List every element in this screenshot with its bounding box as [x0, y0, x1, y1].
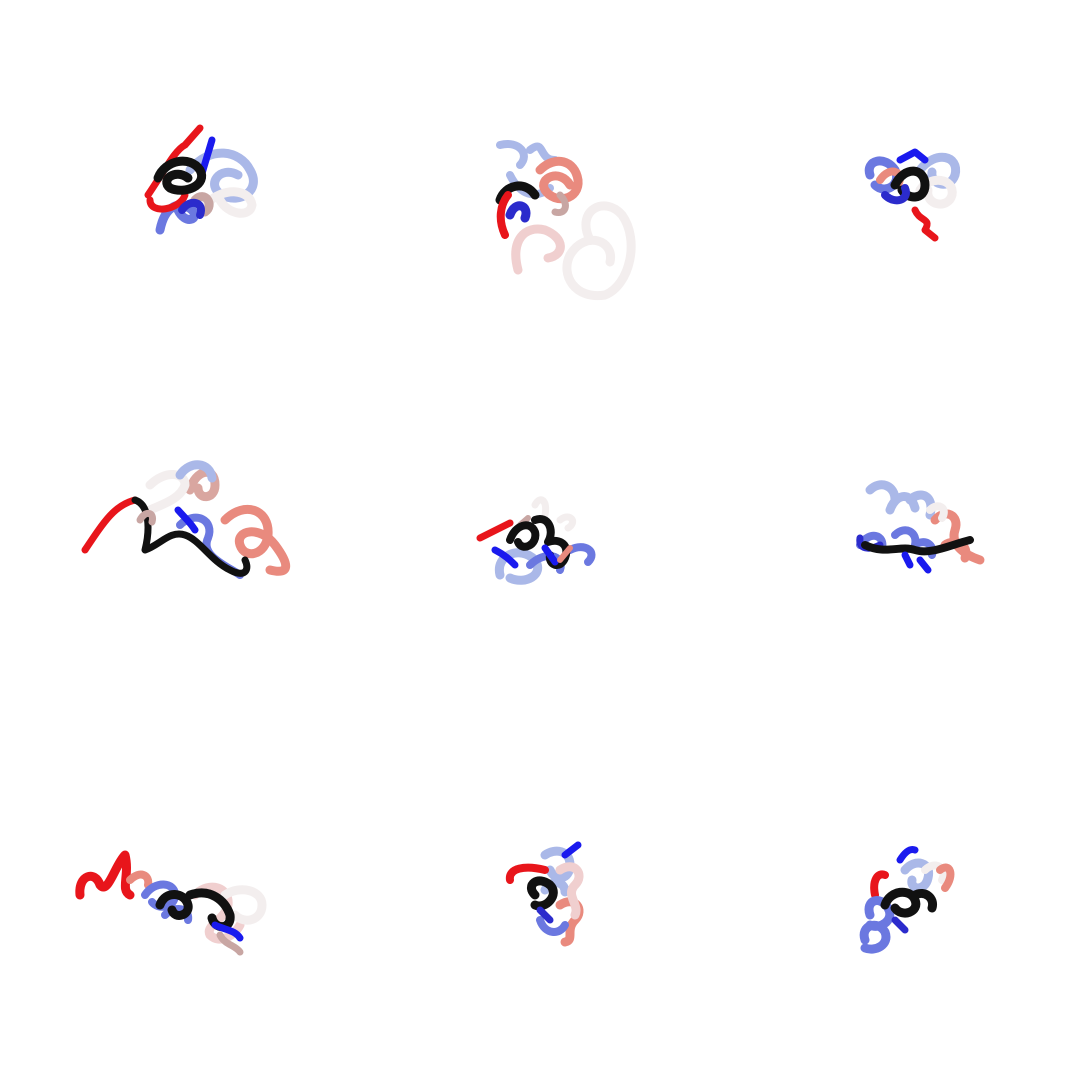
structure-panel-r1c1: [0, 0, 360, 360]
structure-render-r1c1: [144, 124, 258, 235]
structure-render-r3c2: [505, 841, 584, 947]
structure-panel-r2c2: [360, 360, 720, 720]
structure-render-r1c3: [864, 148, 961, 242]
structure-render-r3c1: [75, 850, 267, 956]
structure-panel-r3c1: [0, 720, 360, 1080]
structure-panel-r3c2: [360, 720, 720, 1080]
structure-panel-r1c2: [360, 0, 720, 360]
structure-panel-r2c3: [720, 360, 1080, 720]
structure-render-r2c2: [476, 496, 596, 585]
structure-render-r1c2: [495, 140, 636, 301]
structure-panel-r1c3: [720, 0, 1080, 360]
structure-render-r2c3: [856, 480, 985, 574]
structure-panel-r2c1: [0, 360, 360, 720]
structure-render-r2c1: [81, 460, 291, 579]
structure-panel-r3c3: [720, 720, 1080, 1080]
structure-render-r3c3: [859, 846, 955, 954]
